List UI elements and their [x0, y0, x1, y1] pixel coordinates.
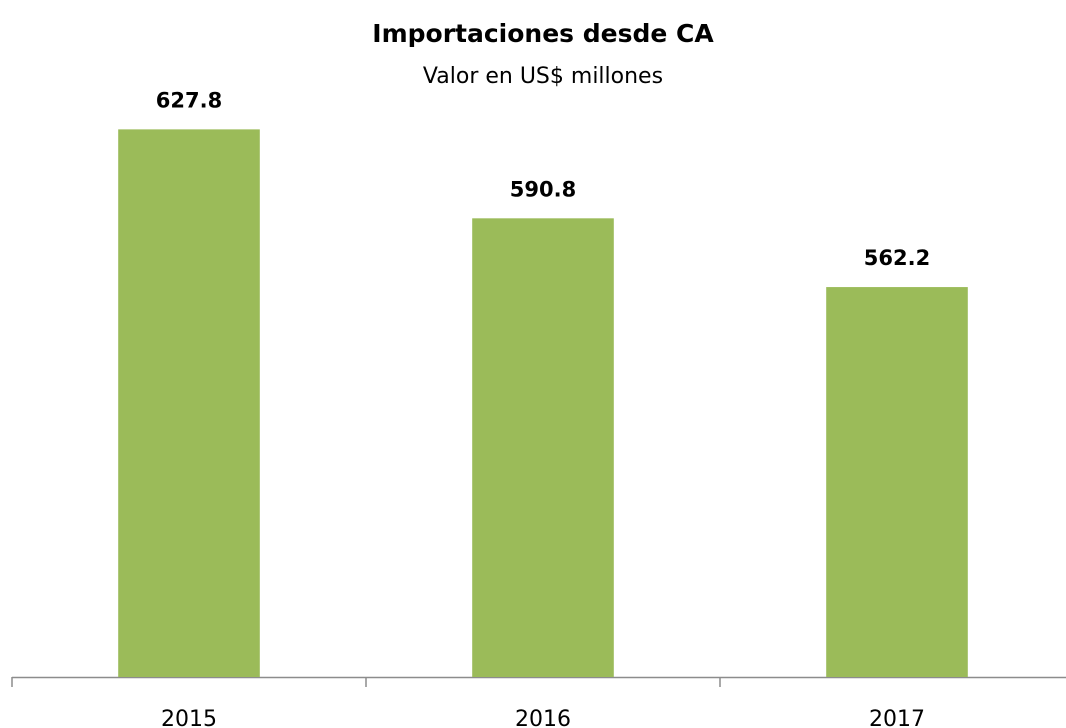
data-label: 627.8 — [156, 88, 222, 112]
x-tick-label: 2015 — [161, 707, 217, 728]
bar — [826, 287, 968, 677]
x-tick-label: 2017 — [869, 707, 925, 728]
data-label: 590.8 — [510, 177, 576, 201]
bar — [472, 218, 614, 677]
x-tick-label: 2016 — [515, 707, 571, 728]
chart-subtitle: Valor en US$ millones — [423, 64, 663, 89]
bar — [118, 129, 260, 678]
chart-title: Importaciones desde CA — [372, 19, 714, 48]
data-label: 562.2 — [864, 246, 930, 270]
